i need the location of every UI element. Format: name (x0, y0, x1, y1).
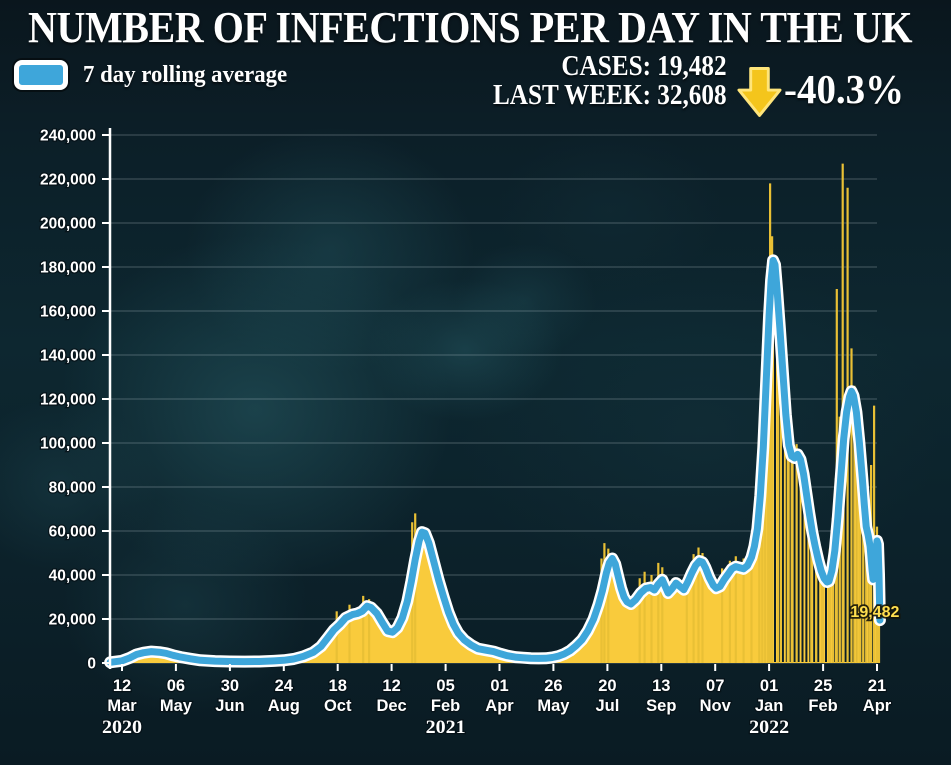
svg-text:Sep: Sep (646, 697, 676, 715)
svg-text:20,000: 20,000 (49, 612, 96, 629)
svg-text:Nov: Nov (700, 697, 732, 715)
svg-text:01: 01 (490, 677, 508, 695)
svg-text:Jan: Jan (755, 697, 783, 715)
last-week-label: LAST WEEK: (493, 80, 652, 111)
svg-text:Mar: Mar (107, 697, 137, 715)
svg-text:26: 26 (544, 677, 562, 695)
page-title: NUMBER OF INFECTIONS PER DAY IN THE UK (28, 3, 913, 52)
svg-text:12: 12 (113, 677, 131, 695)
legend-swatch-icon (14, 60, 68, 90)
svg-text:60,000: 60,000 (49, 524, 96, 541)
svg-text:12: 12 (382, 677, 400, 695)
svg-text:07: 07 (706, 677, 724, 695)
svg-text:May: May (537, 697, 570, 715)
change-percent: -40.3% (784, 66, 905, 112)
svg-text:05: 05 (436, 677, 454, 695)
stats-block: CASES: 19,482 LAST WEEK: 32,608 (493, 52, 727, 110)
legend: 7 day rolling average (14, 60, 298, 90)
cases-line: CASES: 19,482 (493, 52, 727, 81)
svg-text:200,000: 200,000 (40, 216, 96, 233)
svg-text:18: 18 (329, 677, 347, 695)
cases-label: CASES: (561, 51, 652, 82)
svg-text:120,000: 120,000 (40, 392, 96, 409)
svg-text:25: 25 (814, 677, 832, 695)
svg-text:13: 13 (652, 677, 670, 695)
svg-text:0: 0 (87, 656, 96, 673)
svg-text:2021: 2021 (426, 717, 466, 738)
svg-text:30: 30 (221, 677, 239, 695)
down-arrow-icon (737, 67, 782, 117)
svg-text:240,000: 240,000 (40, 128, 96, 145)
svg-text:20: 20 (598, 677, 616, 695)
svg-text:80,000: 80,000 (49, 480, 96, 497)
last-week-line: LAST WEEK: 32,608 (493, 81, 727, 110)
rolling-average-line (104, 254, 886, 669)
svg-text:2020: 2020 (102, 717, 142, 738)
svg-text:21: 21 (868, 677, 886, 695)
svg-text:Apr: Apr (485, 697, 514, 715)
change-block: -40.3% (737, 60, 910, 118)
latest-value-label: 19,482 (850, 604, 899, 621)
svg-text:Feb: Feb (808, 697, 837, 715)
svg-text:Aug: Aug (268, 697, 300, 715)
svg-text:Feb: Feb (431, 697, 460, 715)
svg-text:100,000: 100,000 (40, 436, 96, 453)
svg-text:140,000: 140,000 (40, 348, 96, 365)
cases-value: 19,482 (657, 51, 727, 82)
svg-text:180,000: 180,000 (40, 260, 96, 277)
svg-text:Oct: Oct (324, 697, 352, 715)
svg-text:06: 06 (167, 677, 185, 695)
svg-text:Apr: Apr (863, 697, 892, 715)
y-gridlines (110, 134, 877, 664)
svg-text:2022: 2022 (749, 717, 789, 738)
svg-text:Dec: Dec (376, 697, 406, 715)
svg-text:Jul: Jul (595, 697, 619, 715)
svg-text:160,000: 160,000 (40, 304, 96, 321)
svg-text:24: 24 (275, 677, 294, 695)
svg-text:May: May (160, 697, 193, 715)
svg-text:40,000: 40,000 (49, 568, 96, 585)
y-axis: 0 20,000 40,000 60,000 80,000 100,000 120,000 1… (39, 126, 112, 674)
legend-label: 7 day rolling average (83, 61, 288, 88)
svg-text:220,000: 220,000 (40, 172, 96, 189)
x-axis: 12 Mar 2020 06 May 30 Jun 24 Aug 18 Oct 12 Dec 05 Feb 2… (101, 664, 893, 739)
last-week-value: 32,608 (657, 80, 727, 111)
svg-text:01: 01 (760, 677, 778, 695)
svg-text:Jun: Jun (215, 697, 244, 715)
